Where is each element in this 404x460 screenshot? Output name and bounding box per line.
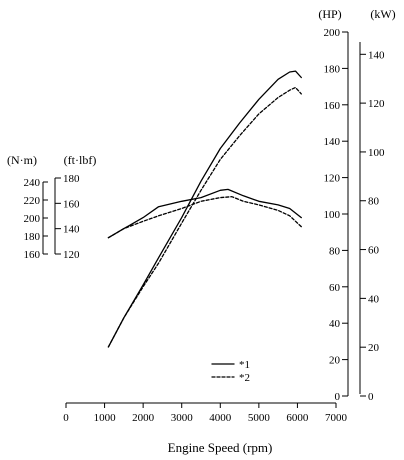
kw-axis-unit-label: (kW) [370,7,395,21]
nm-tick-label: 200 [24,213,41,225]
ftlbf-tick-label: 140 [63,224,80,236]
legend-label-1: *1 [239,359,250,371]
kw-tick-label: 140 [368,49,385,61]
ftlbf-tick-label: 160 [63,198,80,210]
hp-tick-label: 100 [324,209,341,221]
nm-tick-label: 160 [24,249,41,261]
x-tick-label: 3000 [171,412,194,424]
hp-tick-label: 180 [324,63,341,75]
kw-tick-label: 40 [368,293,380,305]
kw-tick-label: 60 [368,245,380,257]
nm-tick-label: 220 [24,195,41,207]
x-tick-label: 4000 [209,412,232,424]
ftlbf-tick-label: 120 [63,249,80,261]
x-tick-label: 6000 [286,412,309,424]
ftlbf-axis-ticks: 120 140 160 180 [55,173,80,261]
kw-tick-label: 100 [368,147,385,159]
hp-tick-label: 40 [329,318,341,330]
torque-curve-1 [107,188,302,239]
nm-axis-unit-label: (N·m) [7,153,37,167]
hp-tick-label: 80 [329,245,341,257]
series-group [107,70,302,348]
hp-tick-label: 60 [329,282,341,294]
x-tick-label: 0 [63,412,69,424]
x-axis-ticks: 0 1000 2000 3000 4000 5000 6000 7000 [63,403,348,424]
hp-tick-label: 140 [324,136,341,148]
hp-tick-label: 120 [324,173,341,185]
kw-tick-label: 20 [368,342,380,354]
hp-axis-unit-label: (HP) [318,7,341,21]
x-tick-label: 5000 [248,412,271,424]
ftlbf-axis-unit-label: (ft·lbf) [64,153,97,167]
ftlbf-tick-label: 180 [63,173,80,185]
nm-tick-label: 240 [24,177,41,189]
torque-curve-2 [107,196,302,239]
hp-axis-ticks: 0 20 40 60 80 100 120 140 160 180 200 [324,27,348,403]
x-tick-label: 1000 [94,412,117,424]
legend: *1 *2 [211,359,250,384]
power-curve-1 [107,70,302,348]
hp-tick-label: 160 [324,100,341,112]
x-tick-label: 2000 [132,412,155,424]
hp-tick-label: 20 [329,355,341,367]
hp-tick-label: 200 [324,27,341,39]
x-tick-label: 7000 [325,412,348,424]
power-curve-2 [107,86,302,348]
nm-axis-ticks: 160 180 200 220 240 [24,177,48,261]
kw-tick-label: 0 [368,391,374,403]
legend-label-2: *2 [239,372,250,384]
kw-tick-label: 120 [368,98,385,110]
x-axis-title: Engine Speed (rpm) [168,440,273,455]
hp-tick-label: 0 [335,391,341,403]
kw-axis-ticks: 0 20 40 60 80 100 120 140 [360,49,385,403]
kw-tick-label: 80 [368,196,380,208]
nm-tick-label: 180 [24,231,41,243]
